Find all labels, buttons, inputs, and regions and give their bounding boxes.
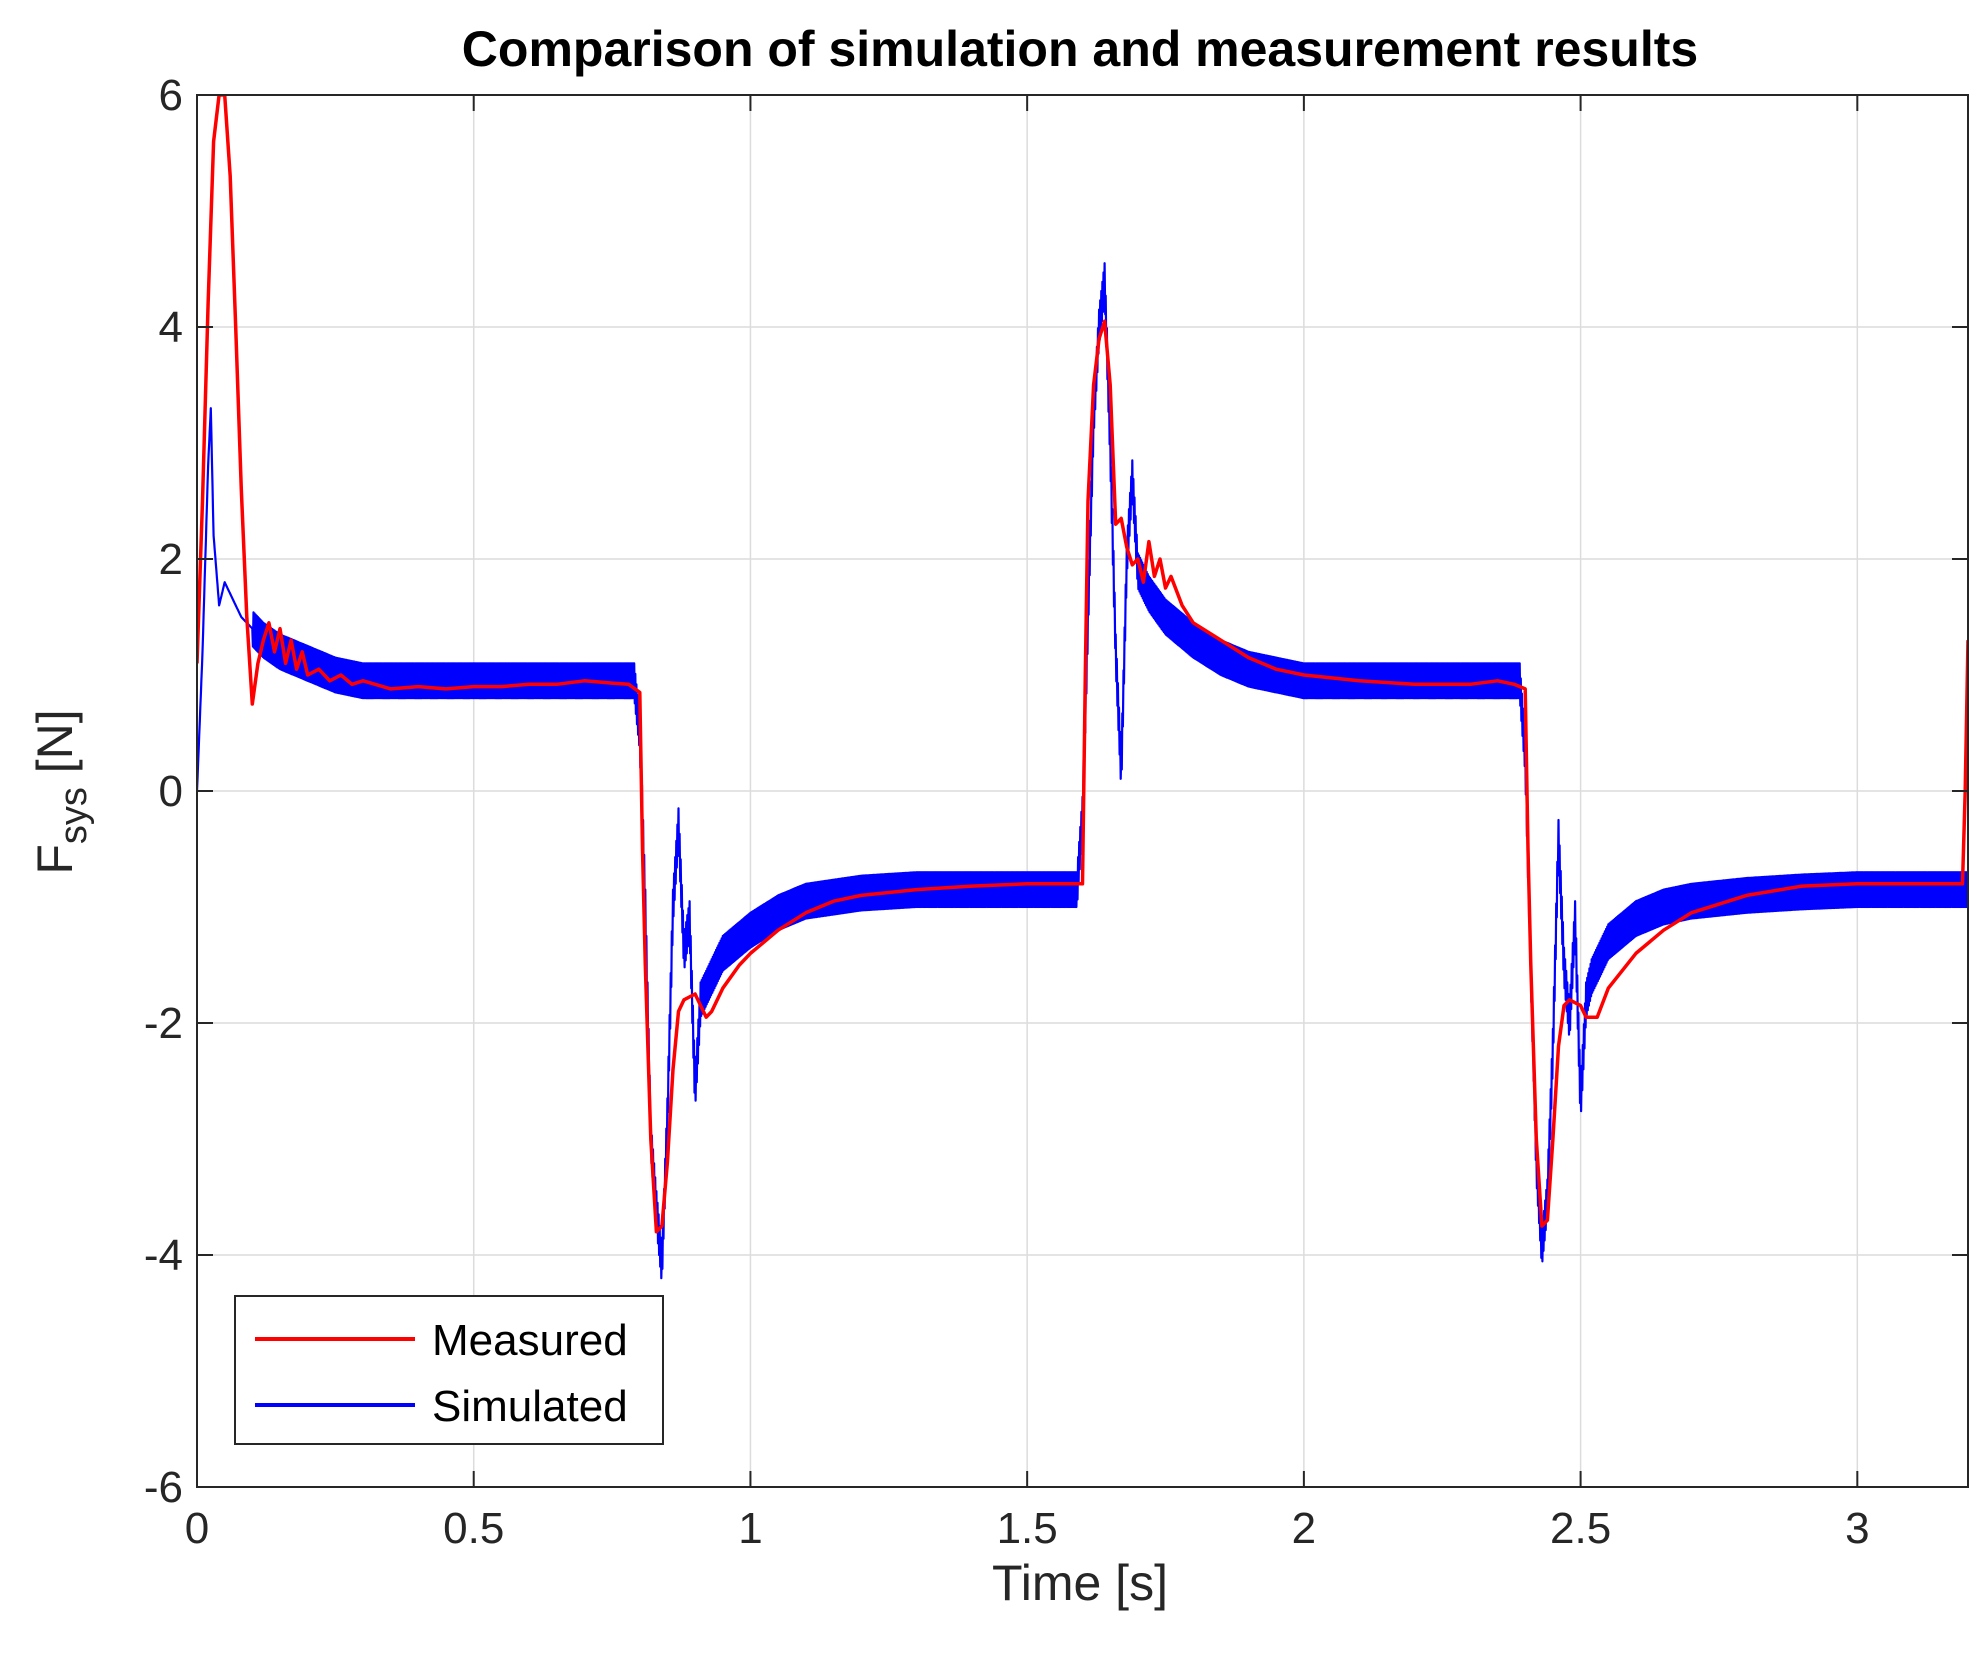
series-layer <box>197 95 1968 1280</box>
y-tick-label: 4 <box>159 303 183 352</box>
x-tick-label: 0 <box>185 1504 209 1553</box>
x-axis-label: Time [s] <box>992 1555 1168 1611</box>
x-tick-label: 2 <box>1292 1504 1316 1553</box>
legend-label-measured: Measured <box>432 1316 628 1365</box>
legend: Measured Simulated <box>234 1295 664 1445</box>
x-tick-label: 3 <box>1845 1504 1869 1553</box>
y-tick-label: -2 <box>144 999 183 1048</box>
x-tick-label: 1.5 <box>997 1504 1058 1553</box>
plot-area: 0 0.5 1 1.5 2 2.5 3 -6 -4 -2 0 2 4 6 <box>144 71 1969 1553</box>
tick-marks <box>196 94 1968 1488</box>
legend-box <box>234 1295 664 1445</box>
x-tick-labels: 0 0.5 1 1.5 2 2.5 3 <box>185 1504 1870 1553</box>
y-axis-label: Fsys [N] <box>27 709 95 874</box>
y-tick-label: -6 <box>144 1463 183 1512</box>
y-axis-label-subscript: sys <box>53 787 95 844</box>
chart-title: Comparison of simulation and measurement… <box>462 21 1698 77</box>
y-tick-labels: -6 -4 -2 0 2 4 6 <box>144 71 183 1512</box>
series-line-measured <box>197 95 1968 1234</box>
grid-lines <box>197 95 1968 1487</box>
y-axis-label-main: F <box>27 844 83 875</box>
y-tick-label: 0 <box>159 767 183 816</box>
y-tick-label: 2 <box>159 535 183 584</box>
legend-label-simulated: Simulated <box>432 1382 628 1431</box>
y-tick-label: 6 <box>159 71 183 120</box>
y-tick-label: -4 <box>144 1231 183 1280</box>
x-tick-label: 0.5 <box>443 1504 504 1553</box>
x-tick-label: 2.5 <box>1550 1504 1611 1553</box>
x-tick-label: 1 <box>738 1504 762 1553</box>
y-axis-label-unit: [N] <box>27 709 83 787</box>
